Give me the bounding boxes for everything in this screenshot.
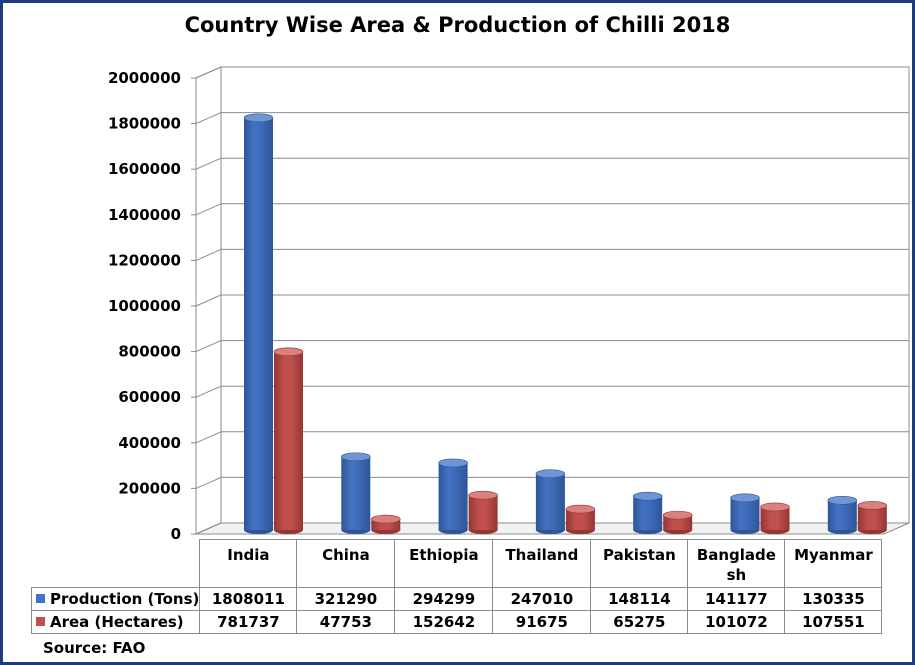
y-tick-label: 800000 [118,343,181,361]
data-cell: 781737 [199,610,298,634]
bar-top [535,469,566,478]
category-label: Banglade sh [687,539,786,588]
data-cell: 141177 [687,587,786,611]
bar-top [565,504,596,514]
y-tick-label: 1000000 [108,297,181,315]
gridline-side [195,385,222,398]
category-label: Thailand [492,539,592,588]
gridline-side [195,157,222,170]
y-tick-label: 1800000 [108,115,181,133]
bar-top [370,514,401,524]
data-cell: 130335 [784,587,883,611]
data-cell: 247010 [492,587,592,611]
bar-top [243,113,274,123]
category-label: Ethiopia [394,539,494,588]
y-tick-label: 400000 [118,434,181,452]
bar [438,462,468,530]
gridline-side [195,203,222,216]
gridline-side [195,248,222,261]
category-label: Pakistan [590,539,689,588]
legend-production: Production (Tons) [30,587,201,611]
data-cell: 47753 [296,610,396,634]
area-legend-key [36,617,45,626]
y-tick-label: 1400000 [108,206,181,224]
bar-top [438,458,468,468]
bar [274,351,303,530]
bar [633,496,663,530]
data-table: India China Ethiopia Thailand Pakistan B… [30,539,883,634]
bar-top [662,510,693,520]
bar [244,117,273,530]
bar-top [273,347,304,357]
gridline-side [195,476,222,489]
bar [371,519,401,530]
bar-top [468,490,498,500]
plot-area: 0 200000 400000 600000 800000 1000000 1200000 1… [108,66,910,543]
y-tick-label: 1600000 [108,160,181,178]
data-cell: 101072 [687,610,786,634]
gridline-side [195,431,222,444]
bar-top [632,491,663,501]
y-tick-label: 0 [171,525,181,543]
data-cell: 65275 [590,610,689,634]
gridlines [195,66,909,535]
y-tick-label: 200000 [118,479,181,497]
bar [827,500,857,530]
bar [760,506,790,530]
legend-area: Area (Hectares) [30,610,201,634]
data-cell: 91675 [492,610,592,634]
area-series-name: Area (Hectares) [50,613,184,631]
production-series-name: Production (Tons) [50,590,200,608]
bar-top [857,501,888,510]
category-label: China [296,539,396,588]
data-cell: 1808011 [199,587,298,611]
category-label: India [199,539,298,588]
data-cell: 148114 [590,587,689,611]
gridline-side [195,112,222,125]
category-label: Myanmar [784,539,883,588]
bar-top [827,495,858,505]
y-tick-label: 600000 [118,388,181,406]
production-legend-key [36,594,45,603]
gridline-side [195,294,222,307]
bar [730,497,760,530]
gridline-side [195,522,222,535]
bar [565,509,595,530]
bar-top [340,452,371,462]
data-cell: 294299 [394,587,494,611]
y-axis: 0 200000 400000 600000 800000 1000000 1200000 1… [108,69,197,543]
bar-top [730,493,760,503]
source-note: Source: FAO [43,639,146,657]
bar [341,456,371,530]
y-tick-label: 1200000 [108,251,181,269]
y-tick-label: 2000000 [108,69,181,87]
area-row: Area (Hectares) 781737 47753 152642 9167… [30,610,883,634]
table-corner [31,539,201,588]
bar-top [760,502,790,512]
production-row: Production (Tons) 1808011 321290 294299 … [30,587,883,611]
chart-title: Country Wise Area & Production of Chilli… [184,13,731,37]
data-cell: 321290 [296,587,396,611]
category-row: India China Ethiopia Thailand Pakistan B… [31,539,883,588]
gridline-side [195,66,222,79]
data-cell: 152642 [394,610,494,634]
gridline-side [195,340,222,353]
bar [535,473,565,530]
data-cell: 107551 [784,610,883,634]
bars [243,113,888,534]
bar [468,495,498,530]
